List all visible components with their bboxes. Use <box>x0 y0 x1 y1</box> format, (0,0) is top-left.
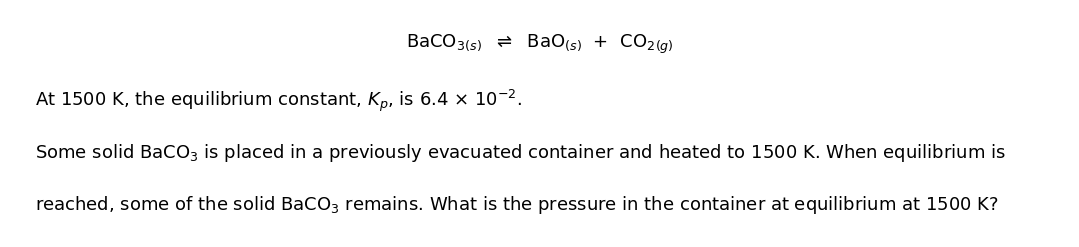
Text: Some solid BaCO$_3$ is placed in a previously evacuated container and heated to : Some solid BaCO$_3$ is placed in a previ… <box>35 142 1006 164</box>
Text: BaCO$_3$$_{(s)}$  $\rightleftharpoons$  BaO$_{(s)}$  +  CO$_2$$_{(g)}$: BaCO$_3$$_{(s)}$ $\rightleftharpoons$ Ba… <box>406 33 673 56</box>
Text: reached, some of the solid BaCO$_3$ remains. What is the pressure in the contain: reached, some of the solid BaCO$_3$ rema… <box>35 194 998 216</box>
Text: At 1500 K, the equilibrium constant, $K_p$, is 6.4 $\times$ 10$^{-2}$.: At 1500 K, the equilibrium constant, $K_… <box>35 88 521 114</box>
